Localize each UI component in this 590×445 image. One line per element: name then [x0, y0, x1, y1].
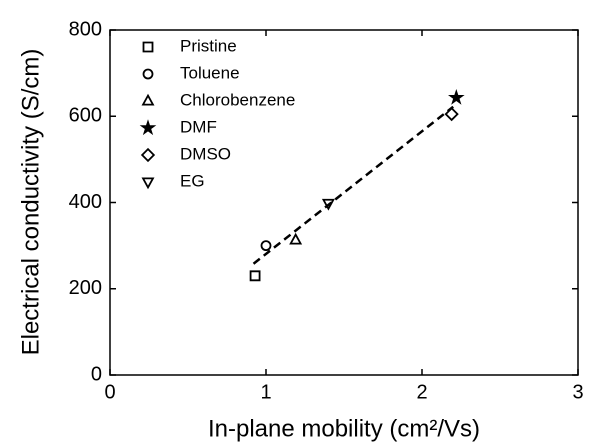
- y-tick-label: 400: [69, 191, 102, 213]
- data-point: [321, 198, 335, 211]
- y-tick-label: 600: [69, 105, 102, 127]
- legend-marker: [141, 177, 155, 190]
- x-tick-label: 1: [260, 381, 271, 403]
- legend-label: Chlorobenzene: [180, 90, 295, 109]
- legend-marker: [139, 119, 157, 136]
- legend-label: DMF: [180, 117, 217, 136]
- data-point: [289, 232, 303, 245]
- x-axis-label: In-plane mobility (cm²/Vs): [208, 415, 480, 442]
- y-tick-label: 800: [69, 18, 102, 40]
- y-tick-label: 0: [91, 363, 102, 385]
- legend-label: Pristine: [180, 36, 237, 55]
- y-tick-label: 200: [69, 277, 102, 299]
- data-point: [444, 106, 459, 122]
- legend-marker: [142, 68, 154, 80]
- legend-marker: [141, 93, 155, 106]
- data-point: [448, 88, 465, 105]
- data-point: [260, 240, 272, 252]
- data-point: [249, 270, 261, 282]
- x-tick-label: 0: [104, 381, 115, 403]
- y-axis-label: Electrical conductivity (S/cm): [17, 49, 44, 356]
- legend-label: DMSO: [180, 144, 231, 163]
- x-tick-label: 3: [572, 381, 583, 403]
- x-tick-label: 2: [416, 381, 427, 403]
- legend-marker: [142, 41, 154, 53]
- fit-line: [252, 105, 454, 265]
- legend-marker: [140, 147, 156, 163]
- legend-label: EG: [180, 171, 205, 190]
- legend-label: Toluene: [180, 63, 240, 82]
